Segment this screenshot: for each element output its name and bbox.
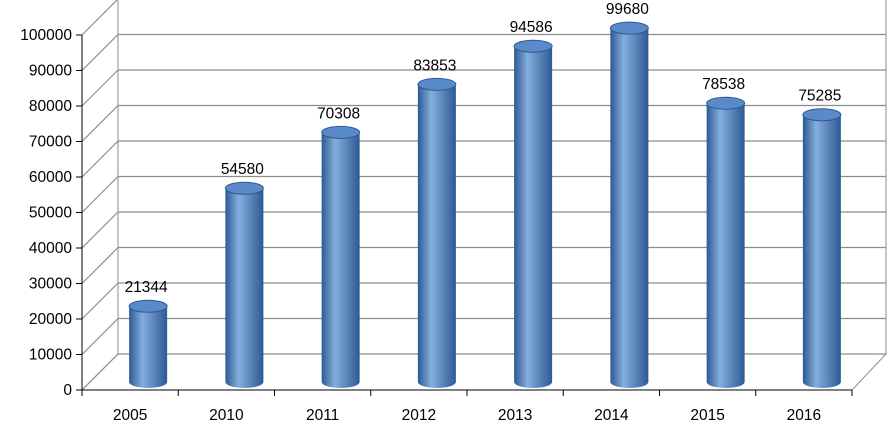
y-tick-label: 100000: [20, 27, 72, 44]
y-tick-label: 70000: [29, 134, 72, 151]
bar-2012: [417, 77, 457, 389]
y-tick-label: 10000: [29, 347, 72, 364]
bars: [128, 21, 842, 389]
bar-top: [128, 299, 168, 313]
bar-body: [321, 132, 360, 389]
bar-2011: [321, 125, 361, 389]
bar-top: [321, 125, 361, 139]
bar-top: [802, 108, 842, 122]
floor-outline: [81, 353, 888, 391]
gridline-side: [81, 318, 119, 355]
data-label: 78538: [702, 76, 745, 93]
x-tick-label: 2012: [402, 407, 436, 424]
gridline-side: [81, 34, 119, 71]
bar-body: [514, 46, 553, 389]
bar-top: [609, 21, 649, 35]
bar-body: [417, 84, 456, 389]
bar-2014: [609, 21, 649, 389]
y-tick-label: 0: [63, 382, 72, 399]
x-tick-label: 2010: [209, 407, 244, 424]
x-tick-label: 2005: [113, 407, 147, 424]
y-tick-label: 60000: [29, 169, 72, 186]
gridline-side: [81, 140, 119, 178]
bar-2005: [128, 299, 168, 389]
bar-2016: [802, 108, 842, 389]
data-label: 99680: [606, 1, 649, 18]
bar-top: [417, 77, 457, 91]
bar-body: [802, 114, 841, 389]
bar-body: [129, 306, 168, 389]
gridlines: [81, 0, 886, 391]
x-tick-label: 2016: [787, 407, 821, 424]
y-axis: 0 10000 20000 30000 40000 50000 60000 70000 8000…: [20, 27, 83, 399]
data-label: 54580: [221, 161, 264, 178]
y-tick-label: 80000: [29, 98, 72, 115]
data-labels: 21344 54580 70308 83853 94586 99680 78538 75285: [125, 1, 842, 296]
gridline-side: [81, 176, 119, 213]
data-label: 94586: [510, 19, 553, 36]
gridline-side: [81, 0, 118, 36]
data-label: 70308: [317, 105, 360, 122]
bar-body: [706, 103, 745, 389]
bar-top: [224, 181, 264, 195]
y-tick-label: 20000: [29, 311, 72, 328]
y-tick-label: 40000: [29, 240, 72, 257]
gridline-side: [81, 247, 119, 284]
gridline-side: [81, 282, 119, 320]
x-tick-label: 2011: [306, 407, 339, 424]
bar-2010: [224, 181, 264, 389]
data-label: 21344: [125, 279, 168, 296]
y-tick-label: 50000: [29, 205, 72, 222]
x-axis: 2005 2010 2011 2012 2013 2014 2015 2016: [81, 389, 853, 424]
bar-2015: [706, 96, 746, 389]
gridline-side: [81, 211, 119, 249]
gridline-side: [81, 69, 119, 107]
data-label: 83853: [413, 57, 456, 74]
y-tick-label: 30000: [29, 276, 72, 293]
bar-2013: [513, 39, 553, 389]
gridline-side: [81, 105, 119, 142]
bar-body: [610, 28, 649, 389]
x-tick-label: 2013: [498, 407, 532, 424]
bar-top: [706, 96, 746, 110]
x-tick-label: 2015: [690, 407, 724, 424]
bar-top: [513, 39, 553, 53]
bar-body: [225, 188, 264, 389]
y-tick-label: 90000: [29, 63, 72, 80]
data-label: 75285: [798, 88, 841, 105]
x-tick-label: 2014: [594, 407, 629, 424]
gridline-side: [81, 353, 119, 391]
plot-walls: [81, 0, 888, 391]
